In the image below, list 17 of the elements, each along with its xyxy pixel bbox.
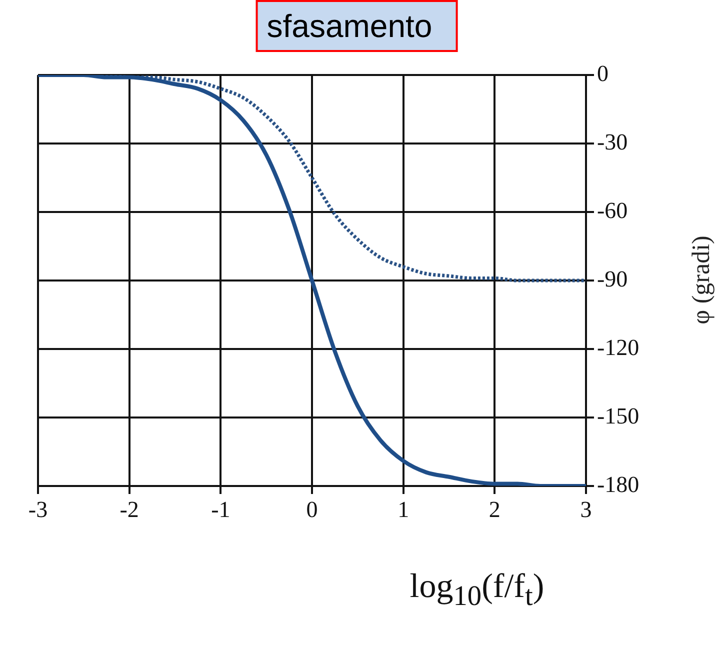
x-tick-label: -3 <box>28 496 48 522</box>
chart-title: sfasamento <box>256 0 458 52</box>
x-axis-title: log$_{10}$(f/f$_{t}$) <box>410 568 544 613</box>
y-tick-label: -180 <box>597 472 640 498</box>
x-tick-label: 2 <box>488 496 500 522</box>
x-tick-label: 0 <box>306 496 318 522</box>
y-tick-label: 0 <box>597 61 608 86</box>
x-tick-label: -1 <box>211 496 230 522</box>
y-tick-label: -60 <box>597 198 628 224</box>
y-tick-label: -90 <box>597 266 628 292</box>
x-tick-label: -2 <box>120 496 139 522</box>
y-axis-title: φ (gradi) <box>688 236 716 324</box>
y-tick-label: -120 <box>597 335 640 360</box>
y-tick-label: -150 <box>597 404 640 429</box>
x-tick-label: 3 <box>580 496 592 522</box>
x-tick-label: 1 <box>398 496 410 522</box>
y-tick-label: -30 <box>597 130 628 155</box>
